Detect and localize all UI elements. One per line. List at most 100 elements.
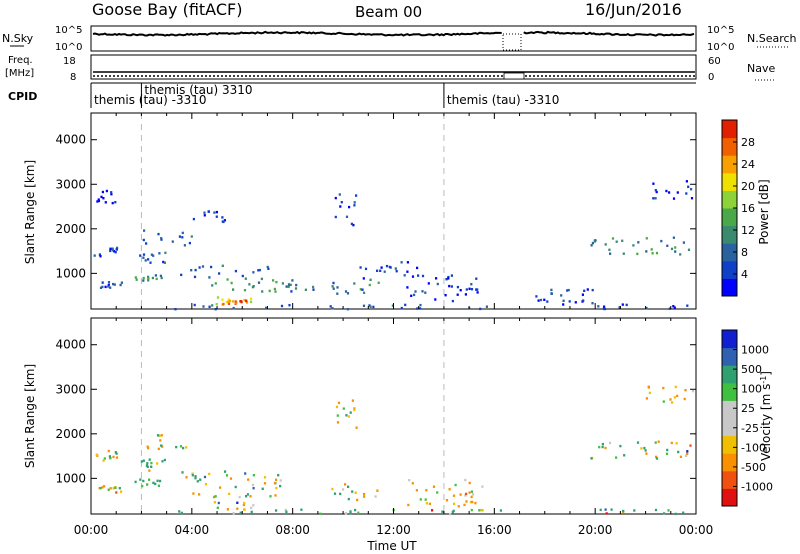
data-cell <box>441 510 444 513</box>
data-cell <box>686 304 689 307</box>
data-cell <box>111 247 114 250</box>
data-cell <box>93 254 96 257</box>
data-cell <box>239 511 242 514</box>
data-cell <box>344 290 348 293</box>
data-cell <box>258 268 262 272</box>
colorbar-swatch <box>722 190 737 209</box>
data-cell <box>105 189 108 193</box>
data-cell <box>336 414 339 417</box>
data-cell <box>232 511 235 515</box>
data-cell <box>338 193 341 196</box>
data-cell <box>290 290 293 293</box>
data-cell <box>274 494 277 497</box>
velocity-colorbar: -1000 -500 -100 -25 25 100 500 1000 <box>721 329 773 507</box>
data-cell <box>109 456 112 460</box>
data-cell <box>413 293 416 297</box>
data-cell <box>353 407 356 410</box>
data-cell <box>464 494 467 497</box>
data-cell <box>150 461 153 465</box>
nsky-tick-bottom: 10^0 <box>55 42 82 53</box>
data-cell <box>652 182 655 185</box>
data-cell <box>633 509 636 512</box>
data-cell <box>400 306 403 310</box>
power-colorbar-label: Power [dB] <box>757 179 771 244</box>
data-cell <box>101 486 104 489</box>
colorbar-tick-label: -25 <box>741 422 759 435</box>
data-cell <box>232 300 235 303</box>
data-cell <box>111 201 114 205</box>
colorbar-tick-label: 16 <box>741 202 755 215</box>
data-cell <box>444 294 447 297</box>
data-cell <box>456 285 459 289</box>
date-title: 16/Jun/2016 <box>585 0 682 19</box>
data-cell <box>243 508 246 511</box>
colorbar-swatch <box>722 120 737 139</box>
data-cell <box>676 191 679 194</box>
data-cell <box>424 498 427 501</box>
data-cell <box>300 508 303 511</box>
data-cell <box>329 305 332 308</box>
data-cell <box>263 482 267 485</box>
data-cell <box>675 442 678 445</box>
colorbar-tick-label: 24 <box>741 158 755 171</box>
data-cell <box>245 299 248 303</box>
x-tick-label: 16:00 <box>477 523 512 537</box>
data-cell <box>670 441 673 445</box>
data-cell <box>615 240 618 243</box>
data-cell <box>96 200 99 203</box>
data-cell <box>546 300 549 303</box>
data-cell <box>163 458 166 462</box>
data-cell <box>582 299 585 302</box>
data-cell <box>267 267 270 270</box>
data-cell <box>178 510 181 513</box>
x-tick-label: 00:00 <box>679 523 714 537</box>
data-cell <box>459 493 462 496</box>
data-cell <box>601 442 604 446</box>
data-cell <box>428 502 431 505</box>
data-cell <box>332 281 335 285</box>
data-cell <box>107 449 110 453</box>
data-cell <box>594 239 597 242</box>
data-cell <box>481 485 484 488</box>
velocity-cbar-label-end: ] <box>759 371 773 376</box>
data-cell <box>363 291 366 294</box>
data-cell <box>660 239 663 243</box>
data-cell <box>421 274 425 278</box>
data-cell <box>180 273 183 277</box>
colorbar-swatch <box>722 365 737 384</box>
colorbar-tick-label: 1000 <box>741 344 769 357</box>
data-cell <box>145 242 148 245</box>
data-cell <box>236 507 239 510</box>
data-cell <box>690 197 694 200</box>
data-cell <box>147 446 150 450</box>
data-cell <box>204 483 207 486</box>
data-cell <box>657 440 660 443</box>
data-cell <box>243 298 246 302</box>
data-cell <box>359 288 362 291</box>
data-cell <box>652 197 655 200</box>
data-cell <box>470 283 473 286</box>
data-cell <box>353 204 356 207</box>
data-cell <box>407 503 410 507</box>
data-cell <box>148 458 151 461</box>
data-cell <box>275 280 278 284</box>
data-cell <box>148 469 151 472</box>
data-cell <box>229 477 233 480</box>
data-cell <box>194 475 197 478</box>
data-cell <box>244 472 247 475</box>
data-cell <box>448 488 451 491</box>
data-cell <box>374 495 377 498</box>
data-cell <box>464 478 467 482</box>
data-cell <box>272 279 275 282</box>
data-cell <box>447 277 450 280</box>
data-cell <box>245 495 248 498</box>
data-cell <box>683 397 686 401</box>
data-cell <box>645 250 648 253</box>
data-cell <box>214 308 217 311</box>
data-cell <box>156 479 159 482</box>
data-cell <box>674 512 677 516</box>
data-cell <box>679 455 682 458</box>
data-cell <box>348 205 351 209</box>
data-cell <box>261 290 264 293</box>
